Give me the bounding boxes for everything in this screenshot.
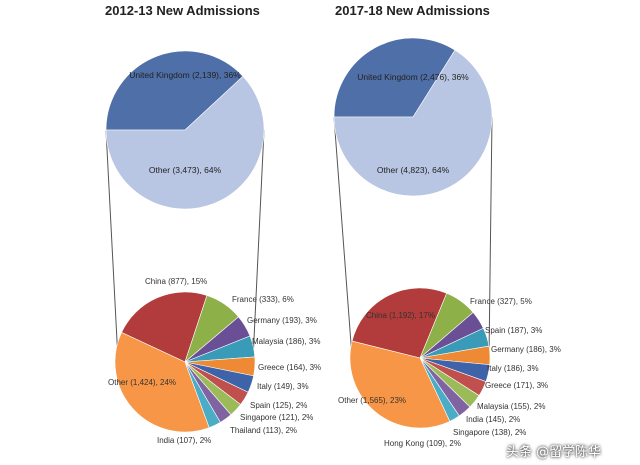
overview-slice-2017-18-other bbox=[333, 49, 493, 197]
breakdown-slice-2017-18-china bbox=[351, 287, 448, 359]
connector-line-2017-18-2 bbox=[488, 116, 493, 358]
breakdown-label-2017-18-greece: Greece (171), 3% bbox=[485, 381, 548, 390]
breakdown-label-2017-18-hong-kong: Hong Kong (109), 2% bbox=[384, 439, 461, 448]
breakdown-label-2012-13-italy: Italy (149), 3% bbox=[257, 382, 309, 391]
overview-slice-2012-13-united-kingdom bbox=[105, 50, 244, 131]
breakdown-label-2017-18-singapore: Singapore (138), 2% bbox=[453, 428, 526, 437]
breakdown-label-2017-18-malaysia: Malaysia (155), 2% bbox=[477, 402, 545, 411]
breakdown-label-2012-13-malaysia: Malaysia (186), 3% bbox=[252, 337, 320, 346]
connector-line-2012-13-2 bbox=[252, 129, 265, 361]
breakdown-label-2017-18-france: France (327), 5% bbox=[470, 297, 532, 306]
breakdown-label-2012-13-spain: Spain (125), 2% bbox=[250, 401, 307, 410]
overview-slice-2017-18-united-kingdom bbox=[333, 37, 456, 118]
breakdown-label-2012-13-china: China (877), 15% bbox=[145, 277, 207, 286]
chart-title-2017-18: 2017-18 New Admissions bbox=[335, 3, 490, 18]
chart-title-2012-13: 2012-13 New Admissions bbox=[105, 3, 260, 18]
breakdown-label-2012-13-greece: Greece (164), 3% bbox=[258, 363, 321, 372]
overview-label-2017-18-other: Other (4,823), 64% bbox=[377, 165, 450, 175]
breakdown-label-2017-18-italy: Italy (186), 3% bbox=[487, 364, 539, 373]
breakdown-slice-2017-18-other bbox=[349, 340, 451, 429]
overview-label-2017-18-united-kingdom: United Kingdom (2,476), 36% bbox=[357, 72, 469, 82]
breakdown-label-2017-18-spain: Spain (187), 3% bbox=[485, 326, 542, 335]
breakdown-label-2017-18-india: India (145), 2% bbox=[466, 415, 520, 424]
breakdown-label-2012-13-other: Other (1,424), 24% bbox=[108, 378, 176, 387]
breakdown-label-2017-18-germany: Germany (186), 3% bbox=[491, 345, 561, 354]
breakdown-label-2017-18-other: Other (1,565), 23% bbox=[338, 396, 406, 405]
breakdown-label-2017-18-china: China (1,192), 17% bbox=[366, 311, 435, 320]
breakdown-slice-2012-13-china bbox=[121, 291, 208, 363]
breakdown-label-2012-13-india: India (107), 2% bbox=[157, 436, 211, 445]
overview-label-2012-13-united-kingdom: United Kingdom (2,139), 36% bbox=[129, 70, 241, 80]
breakdown-label-2012-13-germany: Germany (193), 3% bbox=[247, 316, 317, 325]
overview-label-2012-13-other: Other (3,473), 64% bbox=[149, 165, 222, 175]
breakdown-slice-2012-13-other bbox=[114, 332, 210, 433]
breakdown-label-2012-13-france: France (333), 6% bbox=[232, 295, 294, 304]
breakdown-label-2012-13-singapore: Singapore (121), 2% bbox=[240, 413, 313, 422]
connector-line-2017-18-1 bbox=[333, 116, 353, 358]
overview-slice-2012-13-other bbox=[105, 75, 265, 210]
watermark: 头条 @留学陈华 bbox=[506, 445, 602, 460]
connector-line-2012-13-1 bbox=[105, 129, 119, 361]
breakdown-label-2012-13-thailand: Thailand (113), 2% bbox=[230, 426, 297, 435]
